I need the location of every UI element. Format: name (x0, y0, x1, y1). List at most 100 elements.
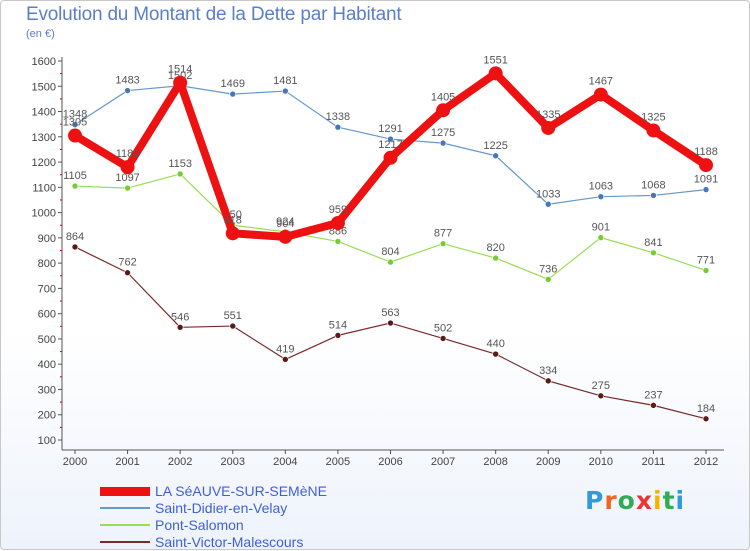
data-point (71, 121, 79, 128)
data-label: 237 (644, 389, 662, 401)
data-label: 334 (539, 365, 557, 377)
data-label: 1063 (589, 181, 613, 193)
data-label: 820 (486, 242, 504, 254)
legend-label: LA SéAUVE-SUR-SEMèNE (155, 483, 327, 499)
data-point (282, 356, 289, 363)
x-tick-label: 2010 (589, 456, 613, 468)
data-label: 959 (329, 204, 347, 216)
data-label: 904 (276, 218, 294, 230)
data-point (383, 150, 398, 165)
data-label: 440 (486, 338, 504, 350)
y-tick-label: 400 (38, 359, 56, 371)
data-label: 736 (539, 263, 557, 275)
x-tick-label: 2005 (326, 456, 350, 468)
data-point (544, 377, 552, 385)
data-label: 1180 (116, 148, 140, 160)
data-label: 1217 (378, 139, 402, 151)
data-label: 419 (276, 343, 294, 355)
x-tick-label: 2009 (536, 456, 560, 468)
data-label: 1483 (115, 75, 139, 87)
data-point (334, 332, 342, 339)
x-tick-label: 2003 (221, 456, 245, 468)
data-label: 1188 (694, 146, 718, 158)
data-point (387, 258, 394, 266)
y-tick-label: 700 (38, 283, 56, 295)
data-point (597, 392, 605, 400)
data-point (597, 193, 605, 200)
data-point (492, 254, 499, 262)
y-tick-label: 1000 (32, 208, 56, 220)
logo-letter: x (635, 486, 653, 515)
data-label: 1275 (431, 127, 455, 139)
y-tick-label: 200 (38, 410, 56, 422)
data-label: 1348 (63, 109, 87, 121)
data-point (439, 139, 447, 147)
data-label: 841 (644, 237, 662, 249)
data-label: 771 (697, 254, 715, 266)
logo-letter: i (653, 486, 663, 515)
data-label: 877 (434, 228, 452, 240)
y-tick-label: 900 (38, 233, 56, 245)
data-label: 1068 (641, 179, 665, 191)
data-point (593, 87, 608, 102)
data-point (650, 192, 657, 199)
data-label: 1105 (63, 170, 87, 182)
data-point (702, 267, 710, 274)
data-label: 1551 (483, 54, 507, 66)
data-point (387, 135, 394, 143)
data-label: 1405 (431, 91, 455, 103)
data-point (439, 240, 447, 247)
y-tick-label: 1600 (32, 56, 56, 68)
data-point (439, 335, 447, 342)
data-label: 1225 (483, 140, 507, 152)
data-label: 563 (381, 307, 399, 319)
data-point (492, 350, 499, 358)
data-label: 804 (381, 246, 399, 258)
y-tick-label: 300 (38, 384, 56, 396)
data-point (173, 75, 188, 90)
data-label: 901 (592, 222, 610, 234)
data-point (544, 276, 552, 283)
data-point (176, 170, 184, 178)
y-tick-label: 1400 (32, 107, 56, 119)
y-tick-label: 1100 (32, 182, 56, 194)
data-label: 1325 (641, 111, 665, 123)
data-label: 1091 (694, 174, 718, 186)
data-label: 546 (171, 311, 189, 323)
data-point (387, 319, 394, 327)
y-tick-label: 800 (38, 258, 56, 270)
legend-swatch (100, 524, 150, 526)
data-point (334, 238, 342, 245)
x-tick-label: 2001 (115, 456, 139, 468)
data-label: 762 (118, 257, 136, 269)
data-label: 1335 (536, 109, 560, 121)
data-point (702, 186, 710, 193)
x-tick-label: 2002 (168, 456, 192, 468)
data-point (334, 123, 342, 131)
data-point (124, 87, 131, 94)
y-tick-label: 1300 (32, 132, 56, 144)
data-point (541, 120, 556, 135)
data-label: 886 (329, 225, 347, 237)
data-label: 502 (434, 322, 452, 334)
data-point (492, 152, 499, 160)
data-label: 1514 (168, 64, 192, 76)
data-point (229, 322, 237, 330)
data-label: 864 (66, 231, 84, 243)
logo-letter: o (617, 486, 636, 515)
data-point (650, 402, 657, 409)
data-point (436, 103, 451, 118)
legend-swatch (100, 541, 150, 543)
data-point (597, 234, 605, 241)
logo-letter: P (585, 486, 605, 515)
data-point (229, 90, 237, 98)
series-line (74, 246, 707, 420)
data-point (650, 249, 657, 257)
logo-letter: r (604, 486, 618, 515)
data-label: 1469 (221, 78, 245, 90)
data-label: 918 (224, 214, 242, 226)
y-tick-label: 500 (38, 334, 56, 346)
x-tick-label: 2008 (483, 456, 507, 468)
data-label: 275 (592, 380, 610, 392)
data-point (124, 269, 131, 277)
